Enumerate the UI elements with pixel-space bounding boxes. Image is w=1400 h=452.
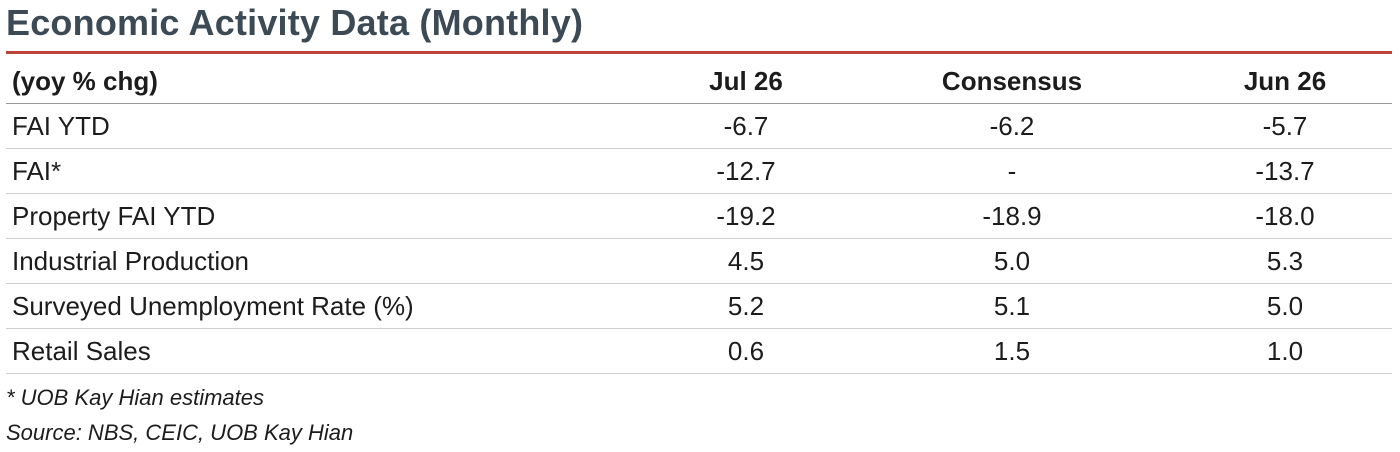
economic-activity-table: (yoy % chg) Jul 26 Consensus Jun 26 FAI … (6, 60, 1392, 374)
row-label: Retail Sales (6, 328, 646, 374)
cell-jul-26: 5.2 (646, 283, 846, 329)
page-title: Economic Activity Data (Monthly) (6, 2, 584, 43)
footnote: * UOB Kay Hian estimates (6, 385, 264, 410)
cell-jun-26: -18.0 (1178, 193, 1392, 239)
cell-jun-26: -5.7 (1178, 103, 1392, 149)
cell-consensus: 1.5 (846, 328, 1178, 374)
row-label: FAI* (6, 148, 646, 194)
title-divider (6, 51, 1392, 54)
row-label: Property FAI YTD (6, 193, 646, 239)
header-unit: (yoy % chg) (6, 60, 646, 104)
cell-consensus: -18.9 (846, 193, 1178, 239)
cell-consensus: -6.2 (846, 103, 1178, 149)
row-label: FAI YTD (6, 103, 646, 149)
cell-jul-26: -19.2 (646, 193, 846, 239)
header-jul-26: Jul 26 (646, 60, 846, 104)
table-row: FAI YTD -6.7 -6.2 -5.7 (6, 103, 1392, 149)
cell-jul-26: 4.5 (646, 238, 846, 284)
cell-consensus: 5.1 (846, 283, 1178, 329)
table-header-row: (yoy % chg) Jul 26 Consensus Jun 26 (6, 60, 1392, 104)
cell-consensus: - (846, 148, 1178, 194)
table-notes: * UOB Kay Hian estimates Source: NBS, CE… (6, 380, 353, 450)
cell-jul-26: -12.7 (646, 148, 846, 194)
row-label: Industrial Production (6, 238, 646, 284)
source-note: Source: NBS, CEIC, UOB Kay Hian (6, 420, 354, 445)
table-row: Industrial Production 4.5 5.0 5.3 (6, 238, 1392, 284)
cell-jun-26: 1.0 (1178, 328, 1392, 374)
cell-jul-26: -6.7 (646, 103, 846, 149)
cell-jun-26: 5.0 (1178, 283, 1392, 329)
table-row: Property FAI YTD -19.2 -18.9 -18.0 (6, 193, 1392, 239)
cell-jul-26: 0.6 (646, 328, 846, 374)
cell-jun-26: 5.3 (1178, 238, 1392, 284)
table-row: Surveyed Unemployment Rate (%) 5.2 5.1 5… (6, 283, 1392, 329)
cell-consensus: 5.0 (846, 238, 1178, 284)
table-row: FAI* -12.7 - -13.7 (6, 148, 1392, 194)
table-row: Retail Sales 0.6 1.5 1.0 (6, 328, 1392, 374)
header-jun-26: Jun 26 (1178, 60, 1392, 104)
cell-jun-26: -13.7 (1178, 148, 1392, 194)
header-consensus: Consensus (846, 60, 1178, 104)
row-label: Surveyed Unemployment Rate (%) (6, 283, 646, 329)
